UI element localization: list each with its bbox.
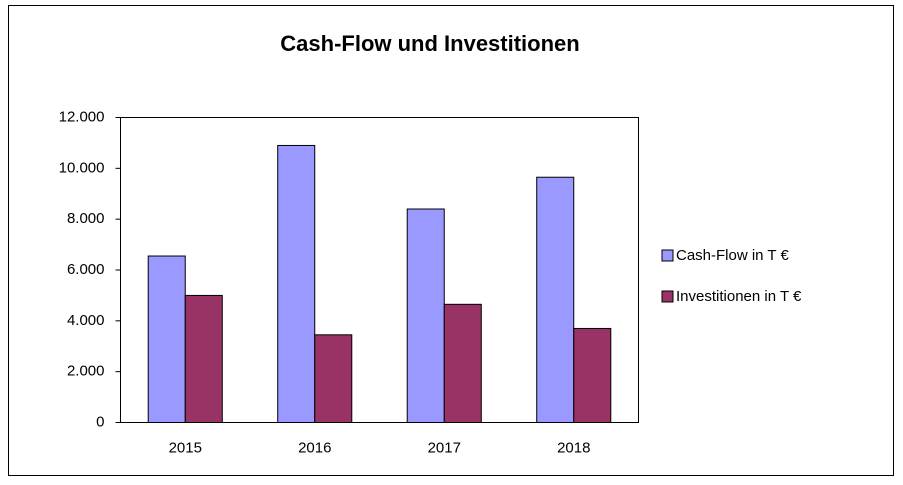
y-tick-label: 12.000: [59, 108, 105, 125]
y-tick-label: 6.000: [67, 261, 105, 278]
chart-title: Cash-Flow und Investitionen: [280, 31, 579, 56]
x-tick-label: 2016: [298, 439, 331, 456]
legend-swatch: [661, 249, 674, 262]
x-tick-label: 2017: [428, 439, 461, 456]
y-tick-label: 4.000: [67, 312, 105, 329]
bar: [443, 303, 482, 423]
y-tick-label: 2.000: [67, 363, 105, 380]
bar: [184, 294, 223, 423]
bar: [573, 327, 612, 424]
x-tick-label: 2015: [169, 439, 202, 456]
y-tick-label: 0: [96, 413, 104, 430]
bar: [406, 208, 445, 423]
y-tick-label: 8.000: [67, 210, 105, 227]
bar: [277, 144, 316, 423]
x-tick-label: 2018: [557, 439, 590, 456]
legend-label: Investitionen in T €: [676, 288, 802, 305]
legend-swatch: [661, 290, 674, 303]
bar: [536, 176, 575, 423]
legend-label: Cash-Flow in T €: [676, 247, 789, 264]
bar: [147, 255, 186, 424]
bar: [314, 334, 353, 423]
y-tick-label: 10.000: [59, 159, 105, 176]
